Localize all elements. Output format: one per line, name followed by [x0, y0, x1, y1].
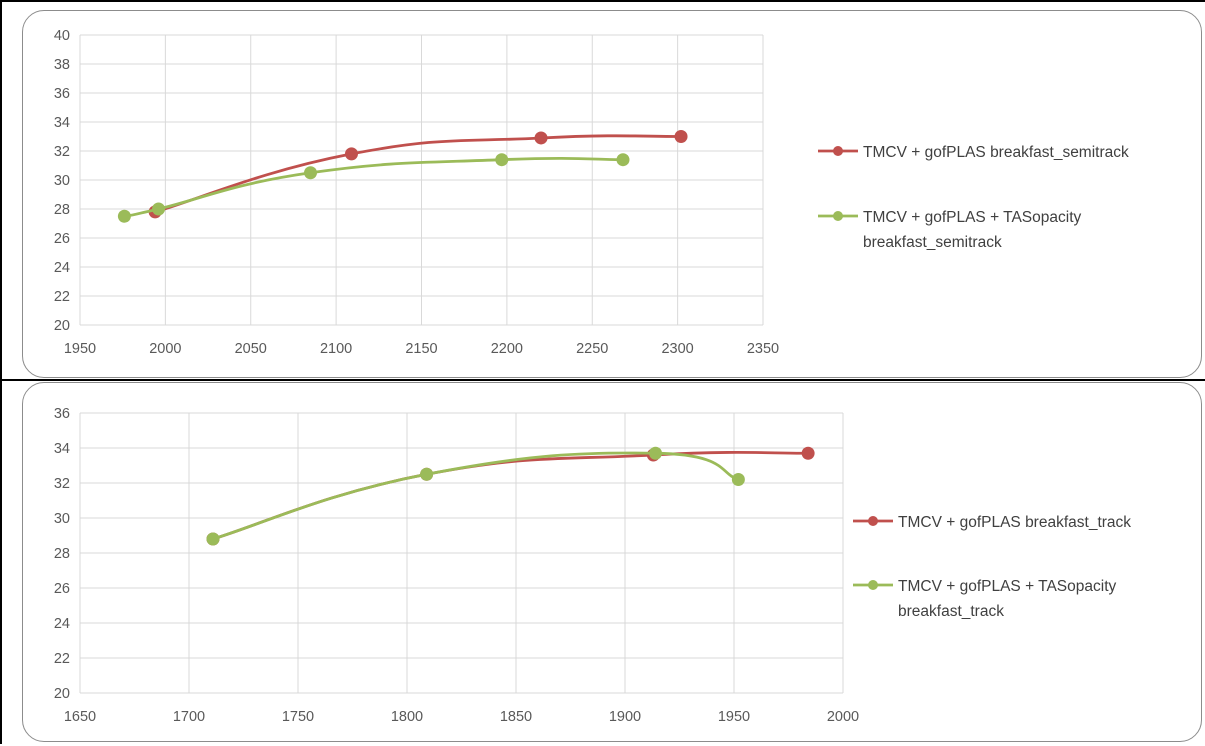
- semitrack-series-1-point: [534, 131, 548, 145]
- frame-left-line: [0, 0, 2, 744]
- semitrack-legend-marker-1: [833, 146, 843, 156]
- track-x-tick-label: 1850: [500, 709, 532, 725]
- track-series-1-point: [801, 446, 815, 460]
- semitrack-legend-label-2: breakfast_semitrack: [863, 234, 1002, 251]
- semitrack-x-tick-label: 1950: [64, 341, 96, 357]
- semitrack-x-tick-label: 2150: [405, 341, 437, 357]
- semitrack-y-tick-label: 26: [54, 231, 70, 247]
- track-y-tick-label: 32: [54, 476, 70, 492]
- track-x-tick-label: 1900: [609, 709, 641, 725]
- semitrack-y-tick-label: 36: [54, 86, 70, 102]
- semitrack-series-2-line: [124, 156, 624, 218]
- semitrack-y-tick-label: 32: [54, 144, 70, 160]
- semitrack-x-tick-label: 2200: [491, 341, 523, 357]
- frame-divider-line: [0, 379, 1205, 381]
- track-legend-marker-1: [868, 516, 878, 526]
- track-x-tick-label: 1750: [282, 709, 314, 725]
- semitrack-legend-label-2: TMCV + gofPLAS + TASopacity: [863, 209, 1081, 226]
- track-legend-label-2: TMCV + gofPLAS + TASopacity: [898, 578, 1116, 595]
- track-legend-label-1: TMCV + gofPLAS breakfast_track: [898, 514, 1131, 531]
- semitrack-y-tick-label: 20: [54, 318, 70, 334]
- frame-top-line: [0, 0, 1205, 2]
- track-legend-label-2: breakfast_track: [898, 603, 1004, 620]
- track-series-2-point: [206, 532, 220, 546]
- semitrack-x-tick-label: 2250: [576, 341, 608, 357]
- semitrack-series-2-point: [117, 209, 131, 223]
- track-series-2-point: [731, 473, 745, 486]
- track-y-tick-label: 34: [54, 441, 70, 457]
- track-legend-marker-2: [868, 580, 878, 590]
- semitrack-legend-label-1: TMCV + gofPLAS breakfast_semitrack: [863, 144, 1129, 161]
- track-series-2-point: [420, 467, 434, 481]
- semitrack-series-2-point: [616, 153, 630, 167]
- track-y-tick-label: 36: [54, 406, 70, 422]
- track-y-tick-label: 24: [54, 616, 70, 632]
- chart-panel-track: 20 22 24 26 28 30 32 34 36 1650 1700 1750 1800 1850 19…: [22, 382, 1202, 742]
- semitrack-y-tick-label: 28: [54, 202, 70, 218]
- semitrack-series-1-point: [344, 147, 358, 161]
- semitrack-x-tick-label: 2300: [661, 341, 693, 357]
- semitrack-x-tick-label: 2100: [320, 341, 352, 357]
- semitrack-series-2-point: [495, 153, 509, 167]
- semitrack-series-2-point: [304, 166, 318, 180]
- semitrack-y-tick-label: 24: [54, 260, 70, 276]
- chart-semitrack: 20 22 24 26 28 30 32 34 36 38 40 1950 2000 2050 2100 21…: [54, 28, 1129, 357]
- semitrack-y-tick-label: 22: [54, 289, 70, 305]
- track-series-2-line: [212, 451, 739, 541]
- semitrack-y-tick-label: 40: [54, 28, 70, 44]
- track-x-tick-label: 2000: [827, 709, 859, 725]
- semitrack-series-2-point: [152, 202, 166, 216]
- semitrack-y-tick-label: 30: [54, 173, 70, 189]
- semitrack-y-tick-label: 38: [54, 57, 70, 73]
- track-x-tick-label: 1800: [391, 709, 423, 725]
- track-y-tick-label: 20: [54, 686, 70, 702]
- track-y-tick-label: 28: [54, 546, 70, 562]
- semitrack-x-tick-label: 2000: [149, 341, 181, 357]
- track-x-tick-label: 1650: [64, 709, 96, 725]
- track-gridlines: [79, 412, 844, 694]
- track-y-tick-label: 26: [54, 581, 70, 597]
- chart-track: 20 22 24 26 28 30 32 34 36 1650 1700 1750 1800 1850 19…: [54, 406, 1131, 725]
- semitrack-gridlines: [79, 34, 764, 326]
- track-series-2-point: [649, 446, 663, 460]
- chart-panel-semitrack: 20 22 24 26 28 30 32 34 36 38 40 1950 2000 2050 2100 21…: [22, 10, 1202, 378]
- track-y-tick-label: 30: [54, 511, 70, 527]
- semitrack-legend-marker-2: [833, 211, 843, 221]
- track-y-tick-label: 22: [54, 651, 70, 667]
- track-x-tick-label: 1950: [718, 709, 750, 725]
- semitrack-series-1-point: [674, 130, 688, 143]
- semitrack-y-tick-label: 34: [54, 115, 70, 131]
- semitrack-x-tick-label: 2050: [235, 341, 267, 357]
- track-x-tick-label: 1700: [173, 709, 205, 725]
- semitrack-x-tick-label: 2350: [747, 341, 779, 357]
- semitrack-series-1-line: [154, 134, 682, 214]
